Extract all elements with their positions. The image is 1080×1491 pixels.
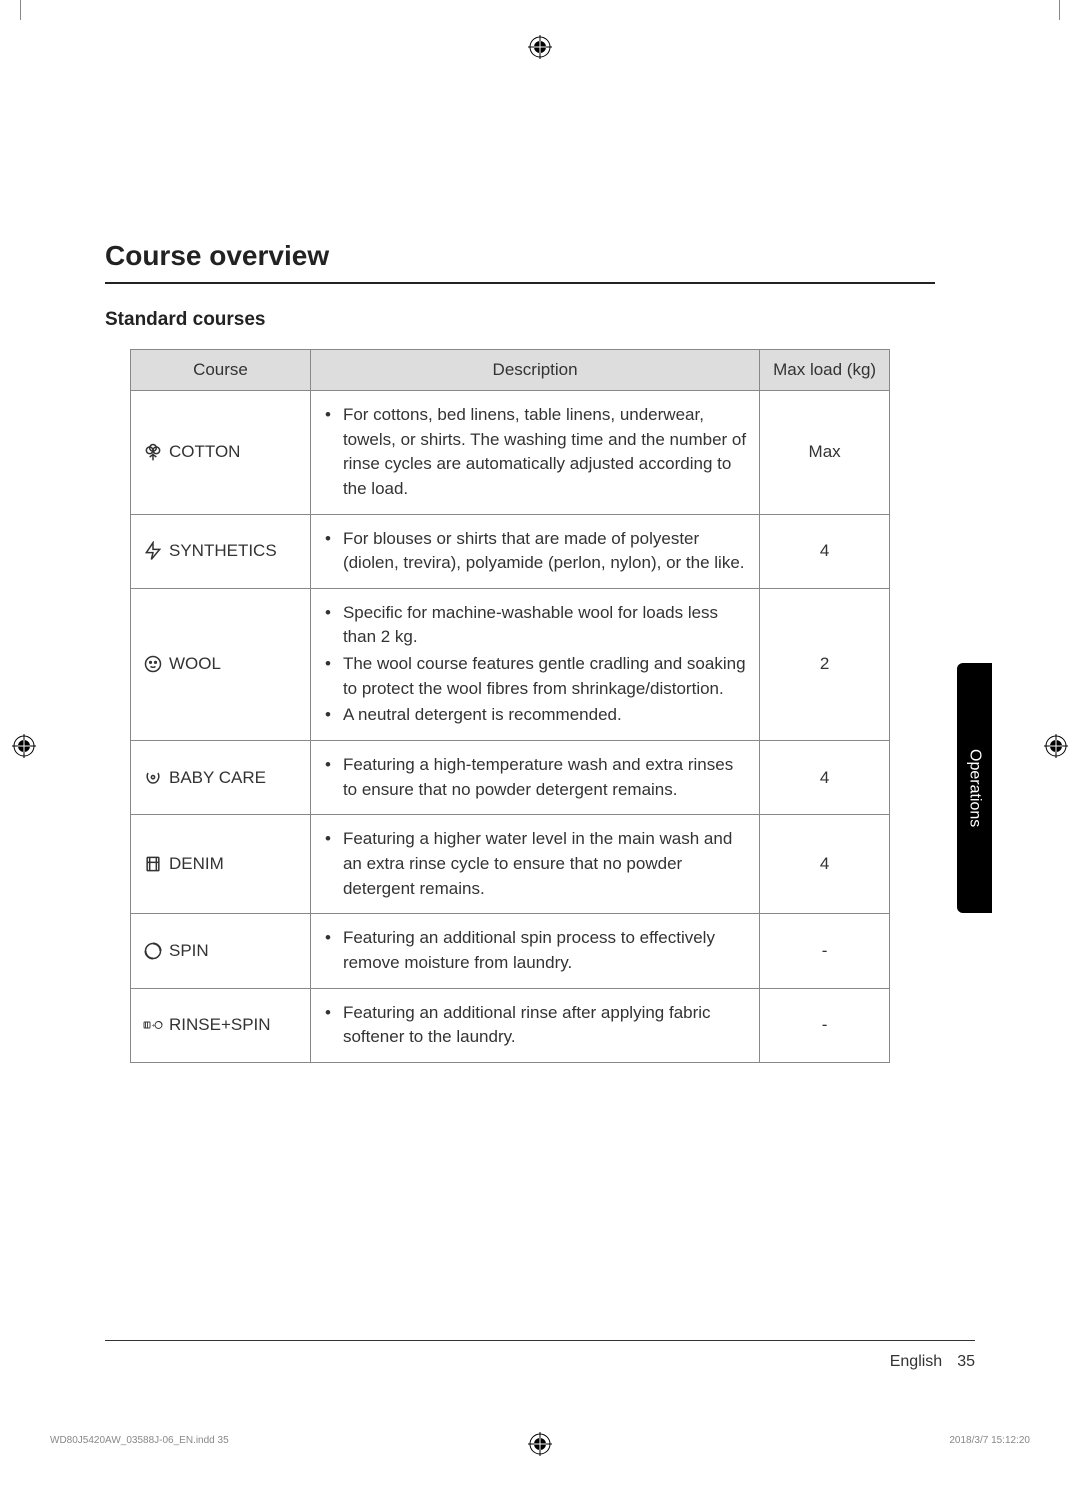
footer-page-number: 35: [957, 1353, 975, 1371]
wool-icon: [143, 654, 163, 674]
synthetics-icon: [143, 541, 163, 561]
description-bullet: Featuring an additional spin process to …: [343, 926, 747, 975]
page-content: Course overview Standard courses Course …: [105, 240, 935, 1063]
table-row: WOOL Specific for machine-washable wool f…: [131, 588, 890, 740]
max-load-cell: -: [760, 914, 890, 988]
header-description: Description: [310, 350, 759, 391]
sub-heading: Standard courses: [105, 309, 935, 331]
description-bullet: For cottons, bed linens, table linens, u…: [343, 403, 747, 502]
table-row: BABY CARE Featuring a high-temperature wa…: [131, 741, 890, 815]
course-cell: SYNTHETICS: [131, 514, 311, 588]
max-load-cell: 4: [760, 815, 890, 914]
course-name: COTTON: [169, 442, 240, 462]
course-name: BABY CARE: [169, 768, 266, 788]
header-course: Course: [131, 350, 311, 391]
description-bullet: Featuring a high-temperature wash and ex…: [343, 753, 747, 802]
denim-icon: [143, 854, 163, 874]
course-name: WOOL: [169, 654, 221, 674]
max-load-cell: Max: [760, 391, 890, 515]
description-cell: Featuring a high-temperature wash and ex…: [310, 741, 759, 815]
course-name: SYNTHETICS: [169, 541, 277, 561]
course-cell: COTTON: [131, 391, 311, 515]
babycare-icon: [143, 768, 163, 788]
table-row: + RINSE+SPIN Featuring an additional rinse…: [131, 988, 890, 1062]
description-cell: Featuring a higher water level in the ma…: [310, 815, 759, 914]
print-timestamp: 2018/3/7 15:12:20: [949, 1435, 1030, 1446]
course-name: SPIN: [169, 941, 209, 961]
registration-mark-top: [528, 35, 552, 59]
course-name: RINSE+SPIN: [169, 1015, 271, 1035]
course-table: Course Description Max load (kg) COTTON F…: [130, 349, 890, 1063]
description-bullet: Specific for machine-washable wool for l…: [343, 601, 747, 650]
print-file-info: WD80J5420AW_03588J-06_EN.indd 35: [50, 1435, 229, 1446]
description-bullet: Featuring a higher water level in the ma…: [343, 827, 747, 901]
header-max-load: Max load (kg): [760, 350, 890, 391]
course-cell: + RINSE+SPIN: [131, 988, 311, 1062]
table-header-row: Course Description Max load (kg): [131, 350, 890, 391]
section-tab: Operations: [957, 663, 992, 913]
table-row: DENIM Featuring a higher water level in t…: [131, 815, 890, 914]
course-name: DENIM: [169, 854, 224, 874]
description-cell: Specific for machine-washable wool for l…: [310, 588, 759, 740]
cotton-icon: [143, 442, 163, 462]
table-row: SPIN Featuring an additional spin process…: [131, 914, 890, 988]
table-row: SYNTHETICS For blouses or shirts that are…: [131, 514, 890, 588]
description-cell: For cottons, bed linens, table linens, u…: [310, 391, 759, 515]
description-cell: For blouses or shirts that are made of p…: [310, 514, 759, 588]
description-bullet: The wool course features gentle cradling…: [343, 652, 747, 701]
max-load-cell: 4: [760, 741, 890, 815]
registration-mark-right: [1044, 734, 1068, 758]
max-load-cell: -: [760, 988, 890, 1062]
description-bullet: Featuring an additional rinse after appl…: [343, 1001, 747, 1050]
max-load-cell: 4: [760, 514, 890, 588]
page-footer: English 35: [105, 1340, 975, 1371]
registration-mark-left: [12, 734, 36, 758]
description-bullet: For blouses or shirts that are made of p…: [343, 527, 747, 576]
spin-icon: [143, 941, 163, 961]
section-tab-label: Operations: [966, 749, 984, 827]
course-cell: DENIM: [131, 815, 311, 914]
description-cell: Featuring an additional rinse after appl…: [310, 988, 759, 1062]
print-metadata: WD80J5420AW_03588J-06_EN.indd 35 2018/3/…: [50, 1435, 1030, 1446]
course-cell: SPIN: [131, 914, 311, 988]
max-load-cell: 2: [760, 588, 890, 740]
section-title: Course overview: [105, 240, 935, 284]
footer-language: English: [890, 1353, 942, 1371]
course-cell: BABY CARE: [131, 741, 311, 815]
course-cell: WOOL: [131, 588, 311, 740]
description-bullet: A neutral detergent is recommended.: [343, 703, 747, 728]
description-cell: Featuring an additional spin process to …: [310, 914, 759, 988]
rinsespin-icon: +: [143, 1015, 163, 1035]
table-row: COTTON For cottons, bed linens, table lin…: [131, 391, 890, 515]
